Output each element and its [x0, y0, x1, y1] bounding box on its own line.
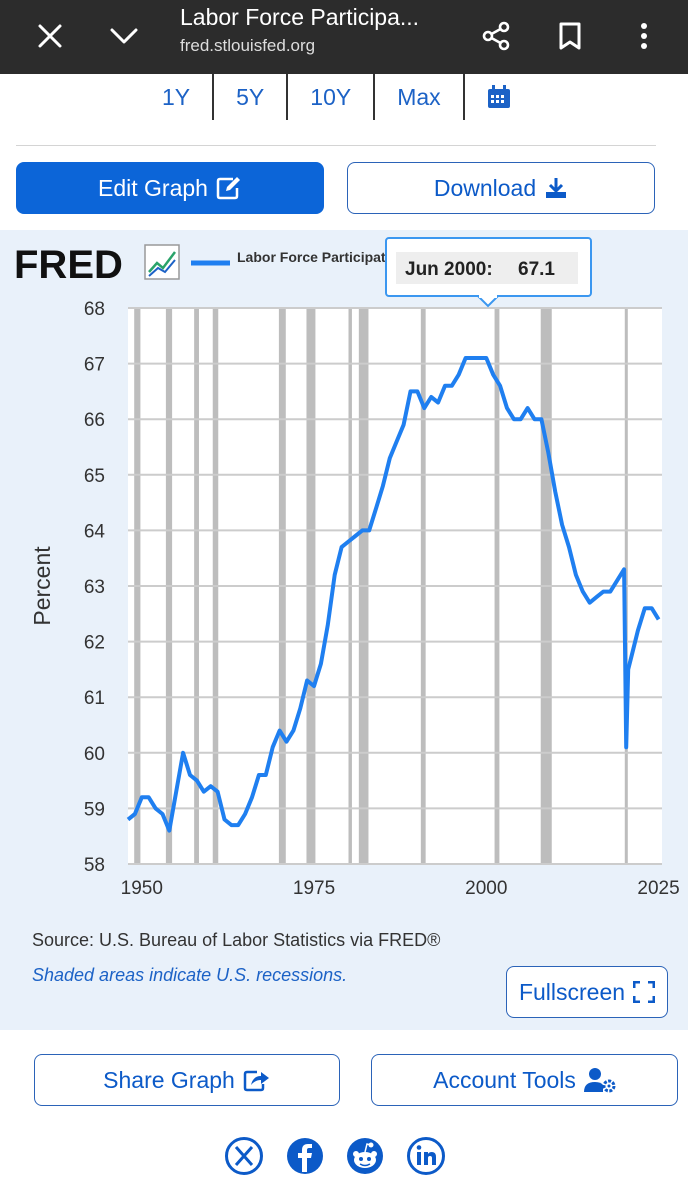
tooltip: Jun 2000: 67.1: [385, 237, 592, 308]
download-button[interactable]: Download: [347, 162, 655, 214]
x-tick-label: 2025: [637, 878, 679, 899]
account-tools-label: Account Tools: [433, 1066, 576, 1093]
y-tick-label: 60: [84, 744, 105, 765]
close-icon[interactable]: [24, 10, 76, 62]
range-5y[interactable]: 5Y: [214, 74, 289, 120]
page-url: fred.stlouisfed.org: [180, 36, 316, 55]
range-1y[interactable]: 1Y: [140, 74, 215, 120]
share-graph-label: Share Graph: [103, 1066, 235, 1093]
chart-panel: FRED Labor Force Participation Rate 58 59…: [0, 230, 688, 1030]
x-axis-ticks: 1950 1975 2000 2025: [121, 878, 680, 899]
x-tick-label: 2000: [465, 878, 507, 899]
range-10y[interactable]: 10Y: [288, 74, 376, 120]
edit-graph-button[interactable]: Edit Graph: [16, 162, 324, 214]
x-icon[interactable]: [224, 1136, 264, 1176]
y-tick-label: 68: [84, 299, 105, 320]
reddit-icon[interactable]: [345, 1136, 385, 1176]
fullscreen-button[interactable]: Fullscreen: [506, 966, 668, 1018]
account-tools-button[interactable]: Account Tools: [371, 1054, 678, 1106]
calendar-icon[interactable]: [465, 74, 533, 120]
user-gear-icon: [583, 1068, 616, 1093]
y-tick-label: 65: [84, 466, 105, 487]
share-square-icon: [243, 1070, 269, 1092]
download-icon: [546, 178, 567, 198]
bookmark-icon[interactable]: [544, 10, 596, 62]
y-axis-label: Percent: [29, 546, 55, 626]
y-axis-ticks: 58 59 60 61 62 63 64 65 66 67 68: [84, 299, 106, 876]
range-max[interactable]: Max: [375, 74, 465, 120]
tooltip-date: Jun 2000:: [405, 259, 493, 280]
fullscreen-icon: [633, 981, 656, 1003]
recession-note: Shaded areas indicate U.S. recessions.: [32, 965, 348, 985]
fred-logo: FRED: [14, 243, 123, 287]
chart-svg[interactable]: FRED Labor Force Participation Rate 5859…: [0, 230, 688, 930]
edit-icon: [216, 177, 240, 200]
chevron-down-icon[interactable]: [98, 10, 150, 62]
series-line[interactable]: [126, 356, 661, 833]
y-tick-label: 63: [84, 577, 105, 598]
chart-icon: [144, 244, 180, 280]
x-tick-label: 1950: [121, 878, 163, 899]
y-tick-label: 62: [84, 633, 105, 654]
browser-top-bar: Labor Force Participa... fred.stlouisfed…: [0, 0, 688, 74]
y-tick-label: 61: [84, 688, 105, 709]
y-tick-label: 58: [84, 855, 105, 876]
source-text: Source: U.S. Bureau of Labor Statistics …: [32, 930, 441, 950]
gridlines: [128, 307, 662, 865]
divider: [16, 145, 656, 146]
page-title: Labor Force Participa...: [180, 4, 420, 30]
date-range-selector: 1Y 5Y 10Y Max: [140, 74, 533, 120]
fullscreen-label: Fullscreen: [518, 978, 626, 1005]
x-tick-label: 1975: [293, 878, 335, 899]
tooltip-value: 67.1: [518, 259, 555, 280]
y-tick-label: 64: [84, 521, 106, 542]
more-options-icon[interactable]: [618, 10, 670, 62]
download-label: Download: [433, 174, 537, 201]
share-graph-button[interactable]: Share Graph: [34, 1054, 340, 1106]
share-icon[interactable]: [470, 10, 522, 62]
y-tick-label: 66: [84, 410, 105, 431]
edit-graph-label: Edit Graph: [98, 174, 208, 201]
y-tick-label: 67: [84, 355, 105, 376]
linkedin-icon[interactable]: [406, 1136, 446, 1176]
y-tick-label: 59: [84, 799, 105, 820]
facebook-icon[interactable]: [285, 1136, 325, 1176]
